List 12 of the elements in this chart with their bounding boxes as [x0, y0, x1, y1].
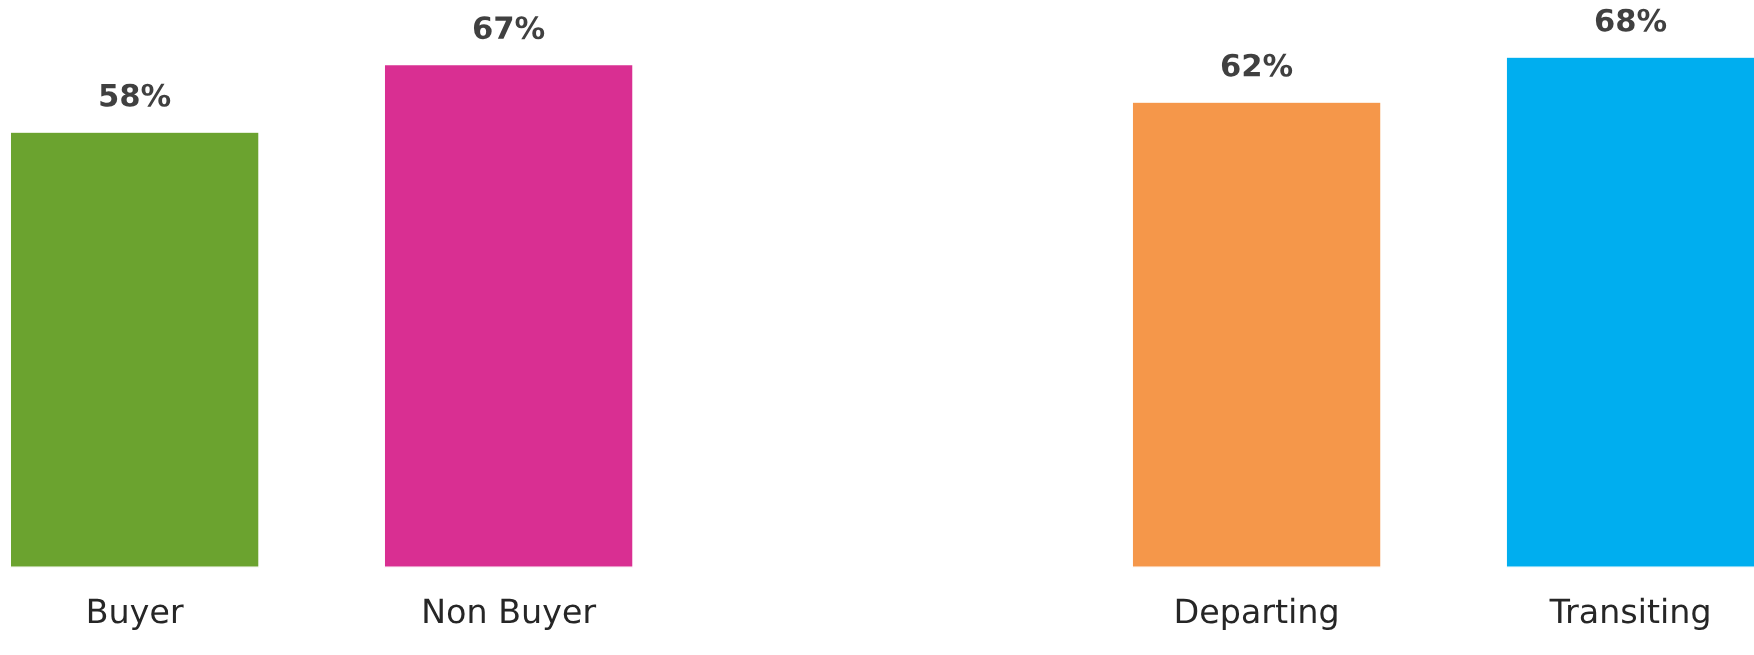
x-tick-label: Non Buyer: [424, 598, 597, 631]
bar: [383, 63, 634, 568]
x-tick-label: Transiting: [1549, 597, 1709, 631]
bar: [1505, 56, 1754, 568]
data-label: 68%: [1595, 8, 1667, 32]
x-tick-label: Departing: [1176, 597, 1337, 631]
data-label: 67%: [473, 16, 545, 40]
x-tick-label: Buyer: [88, 598, 184, 631]
bar: [1131, 101, 1382, 568]
data-label: 58%: [100, 83, 171, 107]
data-label: 62%: [1221, 53, 1293, 77]
bar: [9, 131, 260, 568]
